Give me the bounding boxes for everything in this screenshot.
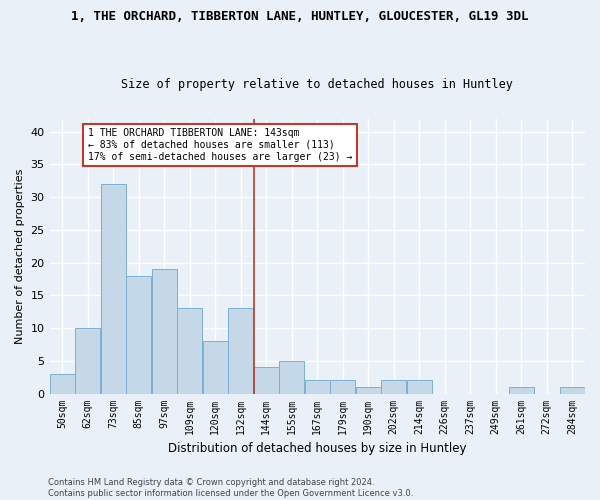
- Text: Contains HM Land Registry data © Crown copyright and database right 2024.
Contai: Contains HM Land Registry data © Crown c…: [48, 478, 413, 498]
- Bar: [331, 380, 355, 394]
- Bar: [76, 328, 100, 394]
- Bar: [50, 374, 74, 394]
- Bar: [382, 380, 406, 394]
- Bar: [178, 308, 202, 394]
- Bar: [509, 387, 533, 394]
- Bar: [229, 308, 253, 394]
- Y-axis label: Number of detached properties: Number of detached properties: [15, 168, 25, 344]
- Bar: [356, 387, 380, 394]
- Bar: [127, 276, 151, 394]
- Bar: [203, 341, 227, 394]
- Text: 1, THE ORCHARD, TIBBERTON LANE, HUNTLEY, GLOUCESTER, GL19 3DL: 1, THE ORCHARD, TIBBERTON LANE, HUNTLEY,…: [71, 10, 529, 23]
- Bar: [305, 380, 329, 394]
- Title: Size of property relative to detached houses in Huntley: Size of property relative to detached ho…: [121, 78, 513, 91]
- X-axis label: Distribution of detached houses by size in Huntley: Distribution of detached houses by size …: [168, 442, 467, 455]
- Bar: [280, 361, 304, 394]
- Bar: [101, 184, 125, 394]
- Bar: [254, 368, 278, 394]
- Bar: [560, 387, 584, 394]
- Bar: [152, 269, 176, 394]
- Text: 1 THE ORCHARD TIBBERTON LANE: 143sqm
← 83% of detached houses are smaller (113)
: 1 THE ORCHARD TIBBERTON LANE: 143sqm ← 8…: [88, 128, 352, 162]
- Bar: [407, 380, 431, 394]
